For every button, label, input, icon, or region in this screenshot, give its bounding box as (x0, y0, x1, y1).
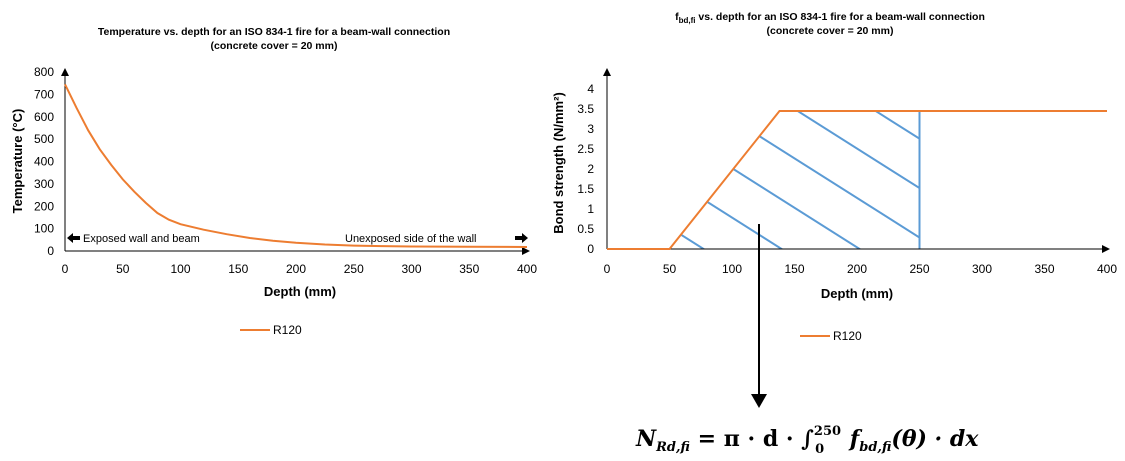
bond-y-axis-label: Bond strength (N/mm²) (551, 92, 566, 234)
unexposed-side-arrow-icon (515, 233, 528, 243)
temperature-x-tick-label: 50 (116, 262, 130, 276)
bond-x-axis-label: Depth (mm) (821, 286, 893, 301)
temperature-x-ticks: 0 50 100 150 200 250 300 350 400 (62, 262, 538, 276)
temperature-x-tick-label: 300 (401, 262, 421, 276)
bond-x-tick-label: 50 (663, 262, 677, 276)
bond-x-tick-label: 300 (972, 262, 992, 276)
bond-y-tick-label: 2 (587, 162, 594, 176)
temperature-chart-subtitle: (concrete cover = 20 mm) (211, 40, 338, 52)
temperature-y-tick-label: 600 (34, 110, 54, 124)
bond-y-tick-label: 1.5 (577, 182, 594, 196)
bond-x-ticks: 0 50 100 150 200 250 300 350 400 (604, 262, 1118, 276)
bond-legend-label: R120 (833, 329, 862, 343)
temperature-y-tick-label: 200 (34, 199, 54, 213)
bond-x-tick-label: 350 (1034, 262, 1054, 276)
temperature-y-axis-arrow (61, 68, 69, 76)
bond-x-tick-label: 200 (847, 262, 867, 276)
bond-chart-title: fbd,fi vs. depth for an ISO 834-1 fire f… (675, 11, 985, 25)
hatch-line (607, 111, 704, 249)
temperature-y-axis-label: Temperature (°C) (10, 109, 25, 214)
exposed-side-arrow-icon (67, 233, 80, 243)
hatch-line (918, 111, 920, 249)
formula-arrow-head (751, 394, 767, 408)
bond-x-tick-label: 400 (1097, 262, 1117, 276)
bond-y-tick-label: 1 (587, 202, 594, 216)
bond-series-line (607, 110, 1107, 250)
temperature-x-tick-label: 200 (286, 262, 306, 276)
bond-chart-subtitle: (concrete cover = 20 mm) (767, 25, 894, 37)
temperature-y-ticks: 0 100 200 300 400 500 600 700 800 (34, 65, 54, 258)
bond-y-tick-label: 3 (587, 122, 594, 136)
temperature-x-tick-label: 400 (517, 262, 537, 276)
bond-strength-chart: fbd,fi vs. depth for an ISO 834-1 fire f… (551, 11, 1118, 408)
temperature-x-tick-label: 350 (459, 262, 479, 276)
bond-y-tick-label: 3.5 (577, 102, 594, 116)
bond-x-tick-label: 250 (909, 262, 929, 276)
temperature-y-tick-label: 800 (34, 65, 54, 79)
temperature-legend-label: R120 (273, 323, 302, 337)
temperature-chart-title: Temperature vs. depth for an ISO 834-1 f… (98, 26, 450, 38)
temperature-x-axis-label: Depth (mm) (264, 284, 336, 299)
hatch-line (762, 111, 920, 249)
temperature-x-tick-label: 250 (344, 262, 364, 276)
temperature-y-tick-label: 400 (34, 155, 54, 169)
temperature-y-tick-label: 500 (34, 132, 54, 146)
temperature-x-tick-label: 0 (62, 262, 69, 276)
bond-y-ticks: 0 0.5 1 1.5 2 2.5 3 3.5 4 (577, 82, 594, 256)
temperature-y-tick-label: 100 (34, 222, 54, 236)
bond-y-axis-arrow (603, 68, 611, 76)
temperature-y-tick-label: 0 (47, 244, 54, 258)
temperature-y-tick-label: 700 (34, 87, 54, 101)
temperature-x-tick-label: 150 (228, 262, 248, 276)
temperature-y-tick-label: 300 (34, 177, 54, 191)
bond-x-tick-label: 100 (722, 262, 742, 276)
bond-x-tick-label: 0 (604, 262, 611, 276)
bond-y-tick-label: 4 (587, 82, 594, 96)
bond-y-tick-label: 0 (587, 242, 594, 256)
unexposed-side-annotation: Unexposed side of the wall (345, 233, 476, 245)
exposed-side-annotation: Exposed wall and beam (83, 233, 200, 245)
bond-x-axis-arrow (1102, 245, 1110, 253)
temperature-series-line (64, 83, 528, 248)
bond-y-tick-label: 0.5 (577, 222, 594, 236)
bond-y-tick-label: 2.5 (577, 142, 594, 156)
hatch-line (840, 111, 920, 249)
temperature-x-tick-label: 100 (170, 262, 190, 276)
temperature-chart: Temperature vs. depth for an ISO 834-1 f… (10, 26, 537, 337)
bond-x-tick-label: 150 (784, 262, 804, 276)
resistance-formula: NRd,fi = π · d · ∫250 0 fbd,fi(θ) · dx (635, 424, 979, 457)
temperature-x-axis-arrow (522, 247, 530, 255)
